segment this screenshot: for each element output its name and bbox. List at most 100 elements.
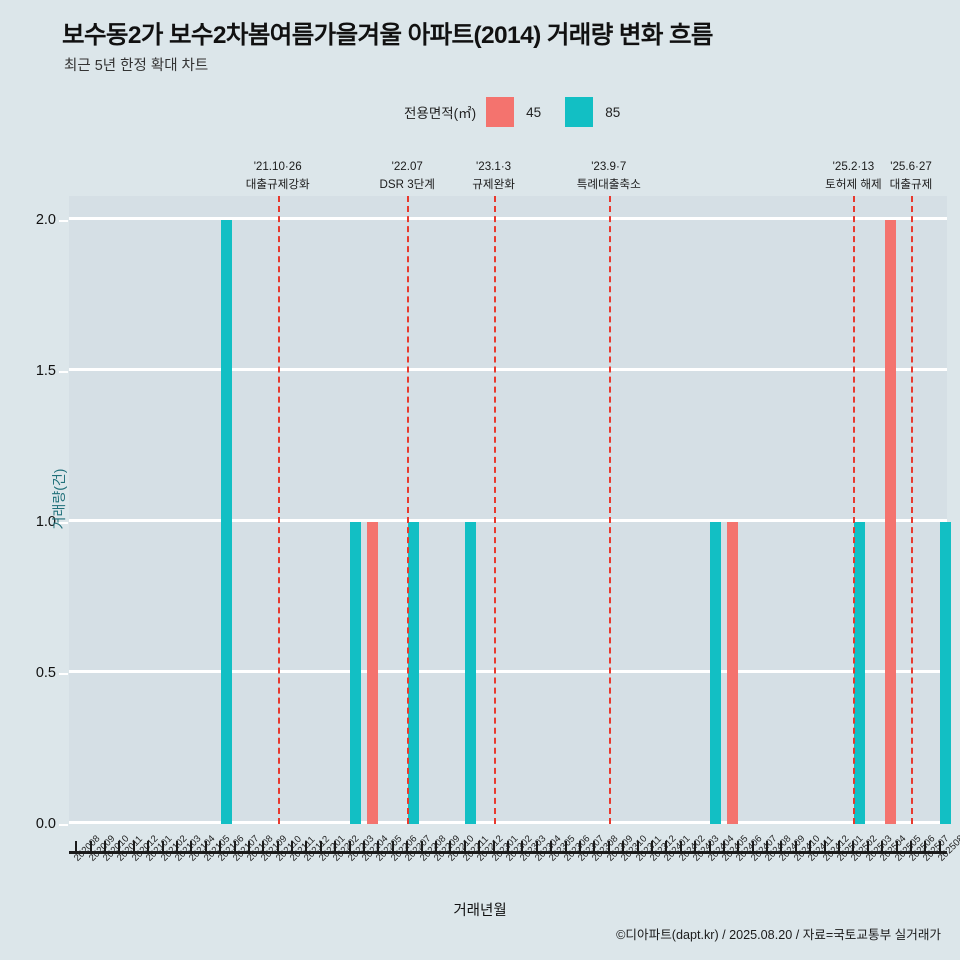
event-line [911,196,914,824]
x-axis-tick-mark [910,841,913,852]
x-axis-tick-mark [449,841,452,852]
y-axis-tick-mark [59,220,68,223]
x-axis-tick-mark [219,841,222,852]
x-axis-tick-mark [463,841,466,852]
event-annotation-date: '23.1·3 [476,160,512,173]
y-axis-tick-mark [59,673,68,676]
x-axis-tick-mark [650,841,653,852]
y-axis-tick-mark [59,824,68,826]
x-axis-tick-mark [492,841,495,852]
gridline [69,821,947,824]
x-axis-title: 거래년월 [453,903,507,919]
event-annotation: '23.1·3 규제완화 [472,158,515,194]
event-annotation-text: 대출규제 [889,177,933,191]
x-axis-tick-mark [578,841,581,852]
bar[interactable] [940,522,952,824]
bar[interactable] [710,522,721,824]
x-axis-tick-mark [75,841,78,852]
event-annotation: '25.2·13 토허제 해제 [825,158,882,194]
x-axis-tick-mark [838,841,841,852]
legend-item-85[interactable]: 85 [565,97,644,127]
x-axis-tick-mark [694,841,697,852]
gridline [69,217,947,221]
x-axis-tick-mark [118,841,121,852]
x-axis-tick-mark [938,841,941,852]
event-annotation-date: '22.07 [391,160,423,173]
y-axis-tick-label: 1.0 [35,514,56,531]
bar[interactable] [407,522,419,824]
event-annotation-text: 특례대출축소 [576,177,641,191]
x-axis-tick-mark [204,841,207,852]
event-annotation-text: 대출규제강화 [245,177,310,191]
y-axis-tick-labels: 0.0 0.5 1.0 1.5 2.0 [0,196,56,832]
x-axis-tick-mark [708,841,711,852]
event-annotation-date: '23.9·7 [591,160,627,173]
x-axis-tick-mark [247,841,250,852]
x-axis-tick-mark [550,841,553,852]
legend-item-45[interactable]: 45 [486,97,565,127]
x-axis-tick-mark [521,841,524,852]
x-axis-line [69,851,947,854]
legend-label-85: 85 [605,104,621,120]
y-axis-tick-label: 1.5 [35,363,56,380]
bar[interactable] [853,522,865,824]
x-axis-tick-mark [190,841,193,852]
x-axis-tick-mark [348,841,351,852]
legend-swatch-85 [565,97,594,127]
event-line [608,196,611,824]
bar[interactable] [465,522,477,824]
gridline [69,670,947,674]
x-axis-tick-mark [377,841,380,852]
x-axis-tick-mark [478,841,481,852]
footer-credit: ©디아파트(dapt.kr) / 2025.08.20 / 자료=국토교통부 실… [616,928,941,942]
x-axis-tick-mark [766,841,769,852]
x-axis-tick-mark [881,841,884,852]
x-axis-tick-mark [794,841,797,852]
chart-subtitle: 최근 5년 한정 확대 차트 [64,58,209,74]
x-axis-tick-mark [593,841,596,852]
gridline [69,519,947,523]
y-axis-title: 거래량(건) [51,468,67,530]
event-line [493,196,496,824]
event-line [277,196,280,824]
x-axis-tick-mark [737,841,740,852]
bar[interactable] [220,220,232,824]
y-axis-tick-mark [59,522,68,525]
chart-legend: 전용면적(㎡) 45 85 [404,96,644,128]
event-line [407,196,410,824]
bar[interactable] [885,220,897,824]
event-annotation-date: '25.2·13 [832,160,875,173]
x-axis-tick-mark [132,841,135,852]
x-axis-tick-mark [420,841,423,852]
x-axis-tick-mark [780,841,783,852]
legend-label-45: 45 [526,104,542,120]
x-axis-tick-mark [636,841,639,852]
event-line [853,196,856,824]
x-axis-tick-mark [895,841,898,852]
x-axis-tick-mark [406,841,409,852]
x-axis-tick-mark [147,841,150,852]
bar[interactable] [726,522,738,824]
event-annotation-text: DSR 3단계 [379,177,435,191]
x-axis-tick-mark [622,841,625,852]
event-annotation-date: '25.6·27 [890,160,932,173]
bar[interactable] [366,522,378,824]
bar[interactable] [350,522,362,824]
event-annotation-date: '21.10·26 [253,160,302,173]
x-axis-tick-mark [291,841,294,852]
x-axis-tick-mark [391,841,394,852]
page-title: 보수동2가 보수2차봄여름가을겨울 아파트(2014) 거래량 변화 흐름 [62,22,713,49]
x-axis-tick-mark [363,841,366,852]
x-axis-tick-mark [319,841,322,852]
x-axis-tick-mark [334,841,337,852]
gridline [69,368,947,372]
x-axis-tick-mark [607,841,610,852]
x-axis-tick-mark [233,841,236,852]
event-annotation: '23.9·7 특례대출축소 [577,158,641,194]
x-axis-tick-mark [507,841,509,852]
x-axis-tick-mark [305,841,308,852]
event-annotation-text: 토허제 해제 [825,177,882,191]
y-axis-tick-label: 2.0 [35,212,56,229]
x-axis-tick-mark [276,841,279,852]
legend-title: 전용면적(㎡) [404,106,477,121]
